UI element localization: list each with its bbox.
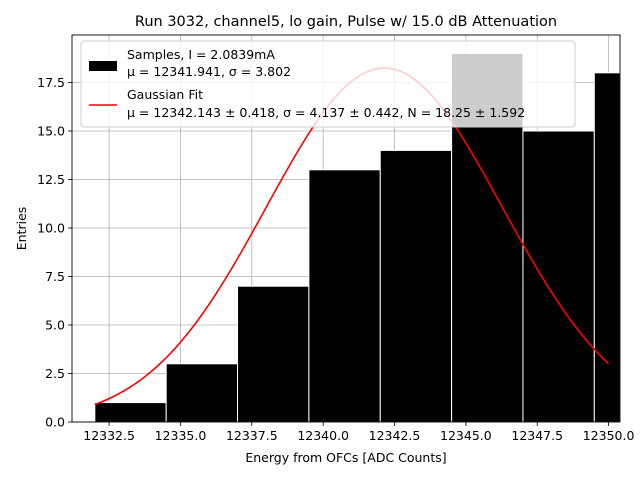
x-tick-label: 12347.5 xyxy=(511,428,563,443)
x-tick-label: 12340.0 xyxy=(297,428,349,443)
histogram-bar xyxy=(522,130,595,423)
x-axis-label: Energy from OFCs [ADC Counts] xyxy=(245,450,446,465)
histogram-bar xyxy=(379,149,453,423)
legend-samples-line1: Samples, I = 2.0839mA xyxy=(127,47,275,62)
y-tick-label: 7.5 xyxy=(45,269,65,284)
legend-samples-swatch xyxy=(89,61,117,71)
y-tick-label: 0.0 xyxy=(45,415,65,430)
legend-samples-line2: μ = 12341.941, σ = 3.802 xyxy=(127,64,291,79)
x-tick-label: 12332.5 xyxy=(83,428,135,443)
x-tick-label: 12337.5 xyxy=(226,428,278,443)
y-tick-label: 10.0 xyxy=(37,221,65,236)
histogram-bar xyxy=(165,363,239,423)
legend-box xyxy=(80,40,576,128)
histogram-bars xyxy=(94,52,621,423)
y-axis-label: Entries xyxy=(14,207,29,251)
legend-fit-line1: Gaussian Fit xyxy=(127,87,203,102)
axis-ticks: 12332.5 12335.0 12337.5 12340.0 12342.5 12345… xyxy=(37,75,634,443)
x-tick-label: 12335.0 xyxy=(155,428,207,443)
plot-frame xyxy=(71,34,621,423)
histogram-bar xyxy=(94,402,167,423)
x-tick-label: 12350.0 xyxy=(583,428,635,443)
x-tick-label: 12342.5 xyxy=(369,428,421,443)
legend: Samples, I = 2.0839mA μ = 12341.941, σ =… xyxy=(80,40,576,128)
y-tick-label: 2.5 xyxy=(45,366,65,381)
y-tick-label: 15.0 xyxy=(37,124,65,139)
legend-fit-line2: μ = 12342.143 ± 0.418, σ = 4.137 ± 0.442… xyxy=(127,105,525,120)
histogram-bar xyxy=(308,169,381,423)
y-tick-label: 17.5 xyxy=(37,75,65,90)
histogram-bar xyxy=(237,285,310,423)
chart-title: Run 3032, channel5, lo gain, Pulse w/ 15… xyxy=(135,14,557,30)
x-tick-label: 12345.0 xyxy=(440,428,492,443)
y-tick-label: 12.5 xyxy=(37,172,65,187)
histogram-bar xyxy=(593,72,621,423)
y-tick-label: 5.0 xyxy=(45,318,65,333)
